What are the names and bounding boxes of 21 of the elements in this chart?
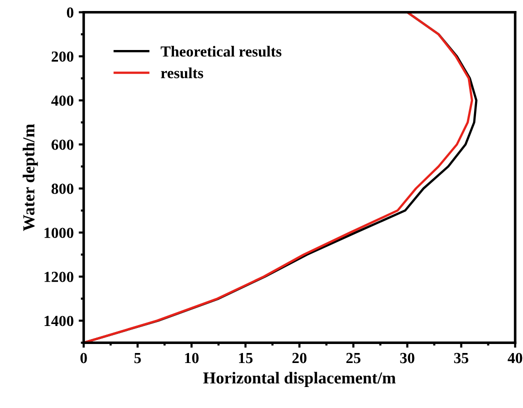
y-tick-label: 400 — [51, 96, 74, 106]
x-tick-label: 10 — [185, 352, 199, 364]
y-tick-label: 800 — [52, 184, 74, 194]
x-tick-label: 0 — [80, 352, 87, 364]
y-tick-label: 600 — [52, 140, 74, 150]
y-axis-title: Water depth/m — [22, 124, 38, 232]
x-tick-label: 15 — [239, 352, 253, 364]
x-tick-label: 30 — [400, 352, 414, 364]
x-axis-title: Horizontal displacement/m — [203, 372, 396, 387]
y-tick-label: 1000 — [44, 228, 74, 238]
legend-label: results — [160, 68, 204, 78]
x-tick-label: 25 — [346, 352, 360, 364]
x-tick-label: 35 — [454, 352, 468, 364]
x-tick-label: 40 — [508, 352, 522, 364]
legend-label: Theoretical results — [160, 46, 282, 57]
x-tick-label: 20 — [292, 352, 306, 364]
y-tick-label: 0 — [66, 7, 74, 18]
x-tick-label: 5 — [134, 353, 141, 364]
y-tick-label: 1400 — [44, 316, 74, 326]
y-tick-label: 1200 — [44, 272, 74, 282]
y-tick-label: 200 — [52, 51, 74, 62]
